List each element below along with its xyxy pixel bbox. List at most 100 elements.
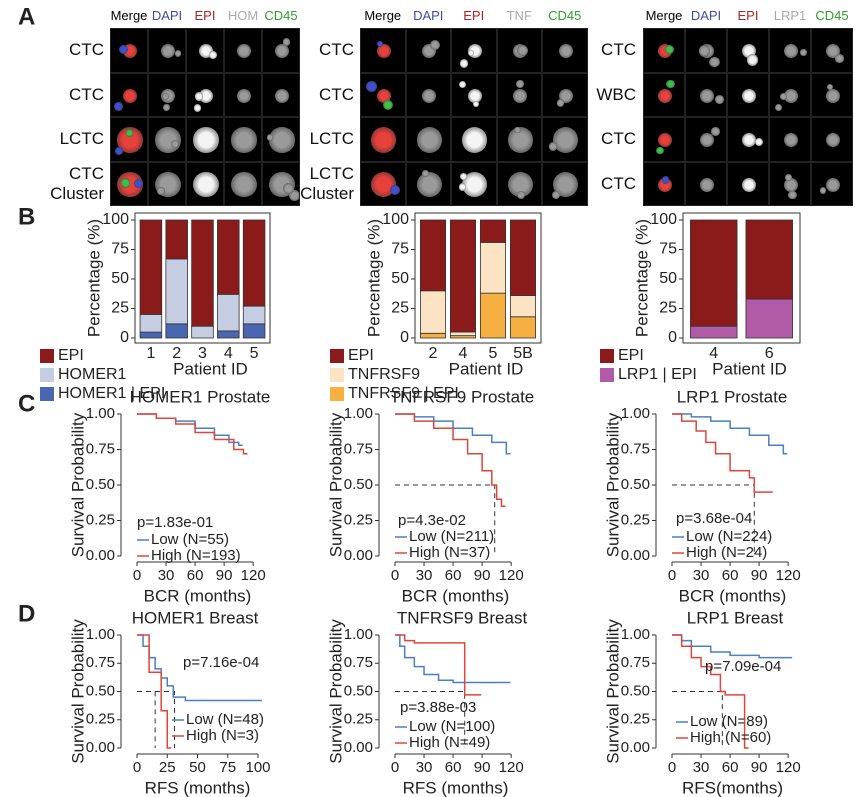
bar-segment [166,259,188,324]
x-tick-label: 0 [668,759,676,776]
image-cell [406,73,452,118]
cell-blob [194,104,202,112]
x-tick-label: 0 [391,567,399,584]
y-tick-label: 75 [111,241,129,258]
bar-segment [450,220,475,332]
cell-blob [658,89,672,103]
bar-segment [480,220,505,242]
panel-label: D [18,600,35,627]
y-tick-label: 1.00 [344,405,373,422]
cell-blob [231,172,256,197]
y-tick-label: 0.00 [621,739,650,756]
y-axis-label: Survival Probability [603,619,622,764]
survival-curve [395,635,481,695]
cell-blob [516,80,524,88]
cell-blob [417,172,442,197]
image-cell [186,28,224,73]
legend-label: TNFRSF9 [348,366,420,383]
y-tick-label: 1.00 [344,626,373,643]
bar-segment [480,293,505,338]
image-cell [542,117,588,162]
image-cell [224,117,262,162]
image-cell [811,162,853,207]
cell-blob [755,138,764,147]
p-value: p=7.09e-04 [705,658,781,675]
x-tick-label: 60 [187,567,204,584]
chart-title: HOMER1 Prostate [130,387,271,406]
legend-swatch [40,368,54,382]
bar-segment [243,306,265,324]
x-axis-label: BCR (months) [144,586,252,605]
x-tick-label: 2 [429,345,438,362]
legend-swatch [600,368,614,382]
x-tick-label: 100 [245,759,270,776]
row-label: CTC Cluster [28,162,104,206]
legend-swatch [40,349,54,363]
cell-blob [785,174,792,181]
y-tick-label: 0.75 [621,654,650,671]
row-label: CTC [28,73,104,117]
bar-segment [140,332,162,338]
cell-blob [709,57,719,67]
image-cell [542,28,588,73]
image-cell [685,162,727,207]
image-cell [262,28,300,73]
cell-blob [742,133,756,147]
cell-blob [517,45,528,56]
cell-blob [699,45,710,56]
channel-header: Merge [360,8,406,23]
cell-blob [656,147,663,154]
x-tick-label: 120 [499,759,524,776]
row-label: LCTC [300,117,354,161]
y-tick-label: 0.75 [621,440,650,457]
cell-blob [715,95,724,104]
legend-label: Low (N=100) [409,718,495,735]
cell-blob [123,89,137,103]
y-tick-label: 0.25 [86,511,115,528]
cell-blob [377,41,383,47]
x-axis-label: RFS (months) [403,778,509,797]
cell-blob [114,102,123,111]
cell-blob [514,127,521,134]
cell-blob [237,89,251,103]
x-tick-label: 30 [693,759,710,776]
survival-curve [672,414,773,492]
cell-blob [462,127,487,152]
legend-label: High (N=60) [690,729,771,746]
cell-blob [513,89,527,103]
bar-segment [243,324,265,338]
image-cell [110,162,148,207]
cell-blob [163,104,170,111]
legend-swatch [330,368,344,382]
y-axis-label: Survival Probability [68,412,87,557]
figure: ABCD0255075100Percentage (%)12345Patient… [0,0,855,797]
y-tick-label: 25 [111,300,129,317]
x-tick-label: 30 [416,759,433,776]
bar-segment [510,296,535,317]
p-value: p=7.16e-04 [183,654,259,671]
cell-blob [171,140,179,148]
y-tick-label: 100 [650,211,677,228]
cell-blob [126,129,133,136]
bar-segment [243,220,265,306]
bar-segment [192,220,214,326]
y-tick-label: 0.75 [344,654,373,671]
image-cell [360,28,406,73]
survival-curve [395,635,510,682]
cell-blob [742,178,756,192]
image-cell [360,73,406,118]
y-tick-label: 75 [659,241,677,258]
panel-label: B [18,203,35,230]
image-cell [406,162,452,207]
y-tick-label: 100 [382,211,409,228]
chart-title: LRP1 Breast [687,608,784,627]
y-tick-label: 1.00 [621,405,650,422]
legend-label: EPI [348,347,374,364]
cell-blob [193,172,218,197]
legend-label: Low (N=55) [151,531,229,548]
cell-blob [383,100,393,110]
image-cell [643,162,685,207]
y-tick-label: 1.00 [621,626,650,643]
y-tick-label: 75 [391,241,409,258]
cell-blob [390,185,400,195]
